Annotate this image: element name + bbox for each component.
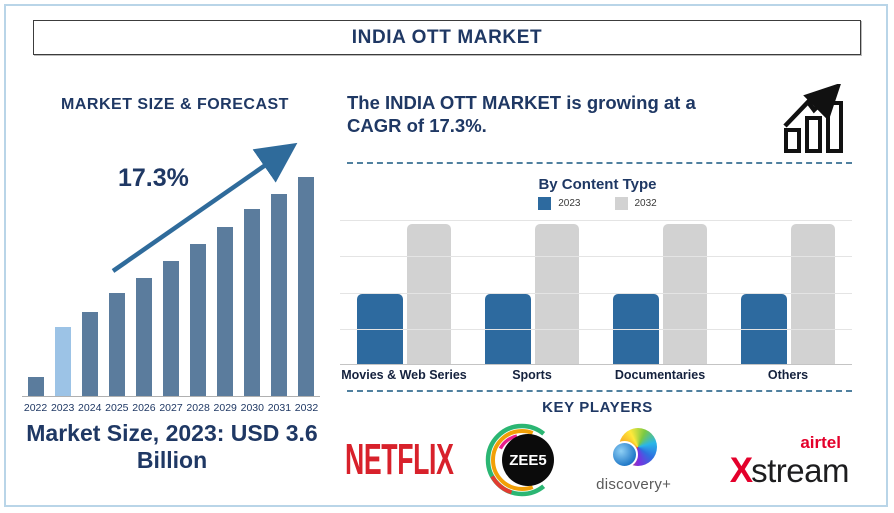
bar-2031 <box>271 194 288 396</box>
year-label: 2022 <box>23 402 48 414</box>
dashed-divider-bottom <box>347 390 852 392</box>
bar-2025 <box>108 293 125 396</box>
market-chart-x-axis: 2022 2023 2024 2025 2026 2027 2028 2029 2030 2031… <box>22 402 320 414</box>
year-label: 2024 <box>78 402 102 414</box>
zee5-arcs-icon: ZEE5 <box>486 423 559 497</box>
x-axis-line <box>340 364 852 365</box>
legend-item-2023: 2023 <box>538 197 581 210</box>
bar-2028 <box>190 243 207 396</box>
bar-2032 <box>535 223 579 365</box>
bar-2023 <box>54 327 71 396</box>
cagr-annotation: 17.3% <box>118 164 189 192</box>
bar-column <box>76 177 103 396</box>
category-label: Documentaries <box>614 368 706 382</box>
legend-item-2032: 2032 <box>614 197 657 210</box>
market-forecast-heading: MARKET SIZE & FORECAST <box>61 96 289 113</box>
category-label: Sports <box>512 368 552 382</box>
bar-column <box>157 177 184 396</box>
year-label: 2027 <box>159 402 183 414</box>
bar-column <box>130 177 157 396</box>
bar-column <box>49 177 76 396</box>
legend-swatch <box>538 197 552 210</box>
page-title: INDIA OTT MARKET <box>351 26 543 48</box>
legend-swatch <box>614 197 628 210</box>
bar-2026 <box>135 277 152 396</box>
year-label: 2025 <box>105 402 129 414</box>
bar-column <box>266 177 293 396</box>
legend-label: 2032 <box>634 198 657 209</box>
bar-column <box>293 177 320 396</box>
zee5-logo: ZEE5 <box>482 418 566 502</box>
bar-2029 <box>217 226 234 396</box>
discovery-logo: discovery+ <box>586 427 682 493</box>
gridline <box>340 256 852 258</box>
bar-column <box>185 177 212 396</box>
key-players-heading: KEY PLAYERS <box>542 399 653 416</box>
content-type-x-axis: Movies & Web Series Sports Documentaries Ot… <box>340 368 852 382</box>
bar-2032 <box>663 223 707 365</box>
content-type-title: By Content Type <box>538 176 657 193</box>
airtel-wordmark: airtel <box>800 432 841 452</box>
year-label: 2028 <box>186 402 210 414</box>
discovery-globe-icon <box>610 427 657 472</box>
cagr-headline: The INDIA OTT MARKET is growing at a CAG… <box>347 92 696 137</box>
market-size-chart <box>22 177 320 397</box>
bar-2032 <box>298 177 315 396</box>
growth-arrow-icon <box>111 142 298 273</box>
zee5-wordmark: ZEE5 <box>510 452 548 469</box>
bar-2022 <box>27 376 44 396</box>
bar-2030 <box>244 209 261 396</box>
dashed-divider-top <box>347 162 852 164</box>
bar-2032 <box>791 223 835 365</box>
year-label: 2031 <box>267 402 292 414</box>
year-label: 2026 <box>132 402 156 414</box>
gridline <box>340 220 852 221</box>
bar-column <box>103 177 130 396</box>
bar-2024 <box>81 312 98 396</box>
bar-2027 <box>163 260 180 396</box>
xstream-wordmark: stream <box>751 451 849 489</box>
bar-column <box>212 177 239 396</box>
netflix-logo: NETFLIX <box>345 435 454 484</box>
gridline <box>340 328 852 330</box>
bar-column <box>239 177 266 396</box>
year-label: 2029 <box>213 402 237 414</box>
airtel-xstream-logo: airtel X stream <box>701 433 853 488</box>
category-label: Movies & Web Series <box>341 368 467 382</box>
title-bar: INDIA OTT MARKET <box>33 20 861 55</box>
year-label: 2023 <box>50 402 75 414</box>
content-type-chart <box>340 220 852 365</box>
year-label: 2032 <box>294 402 319 414</box>
growth-chart-icon <box>783 84 843 153</box>
legend-label: 2023 <box>558 198 581 209</box>
category-label: Others <box>767 368 809 382</box>
gridline <box>340 292 852 294</box>
content-type-legend: 2023 2032 <box>345 197 850 210</box>
discovery-wordmark: discovery+ <box>596 475 672 493</box>
year-label: 2030 <box>240 402 264 414</box>
xstream-x-glyph: X <box>729 450 754 490</box>
market-size-caption: Market Size, 2023: USD 3.6 Billion <box>26 420 318 474</box>
bar-2032 <box>407 223 451 365</box>
bar-column <box>22 177 49 396</box>
key-players-row: NETFLIX ZEE5 discovery+ airtel X stream <box>345 416 853 504</box>
